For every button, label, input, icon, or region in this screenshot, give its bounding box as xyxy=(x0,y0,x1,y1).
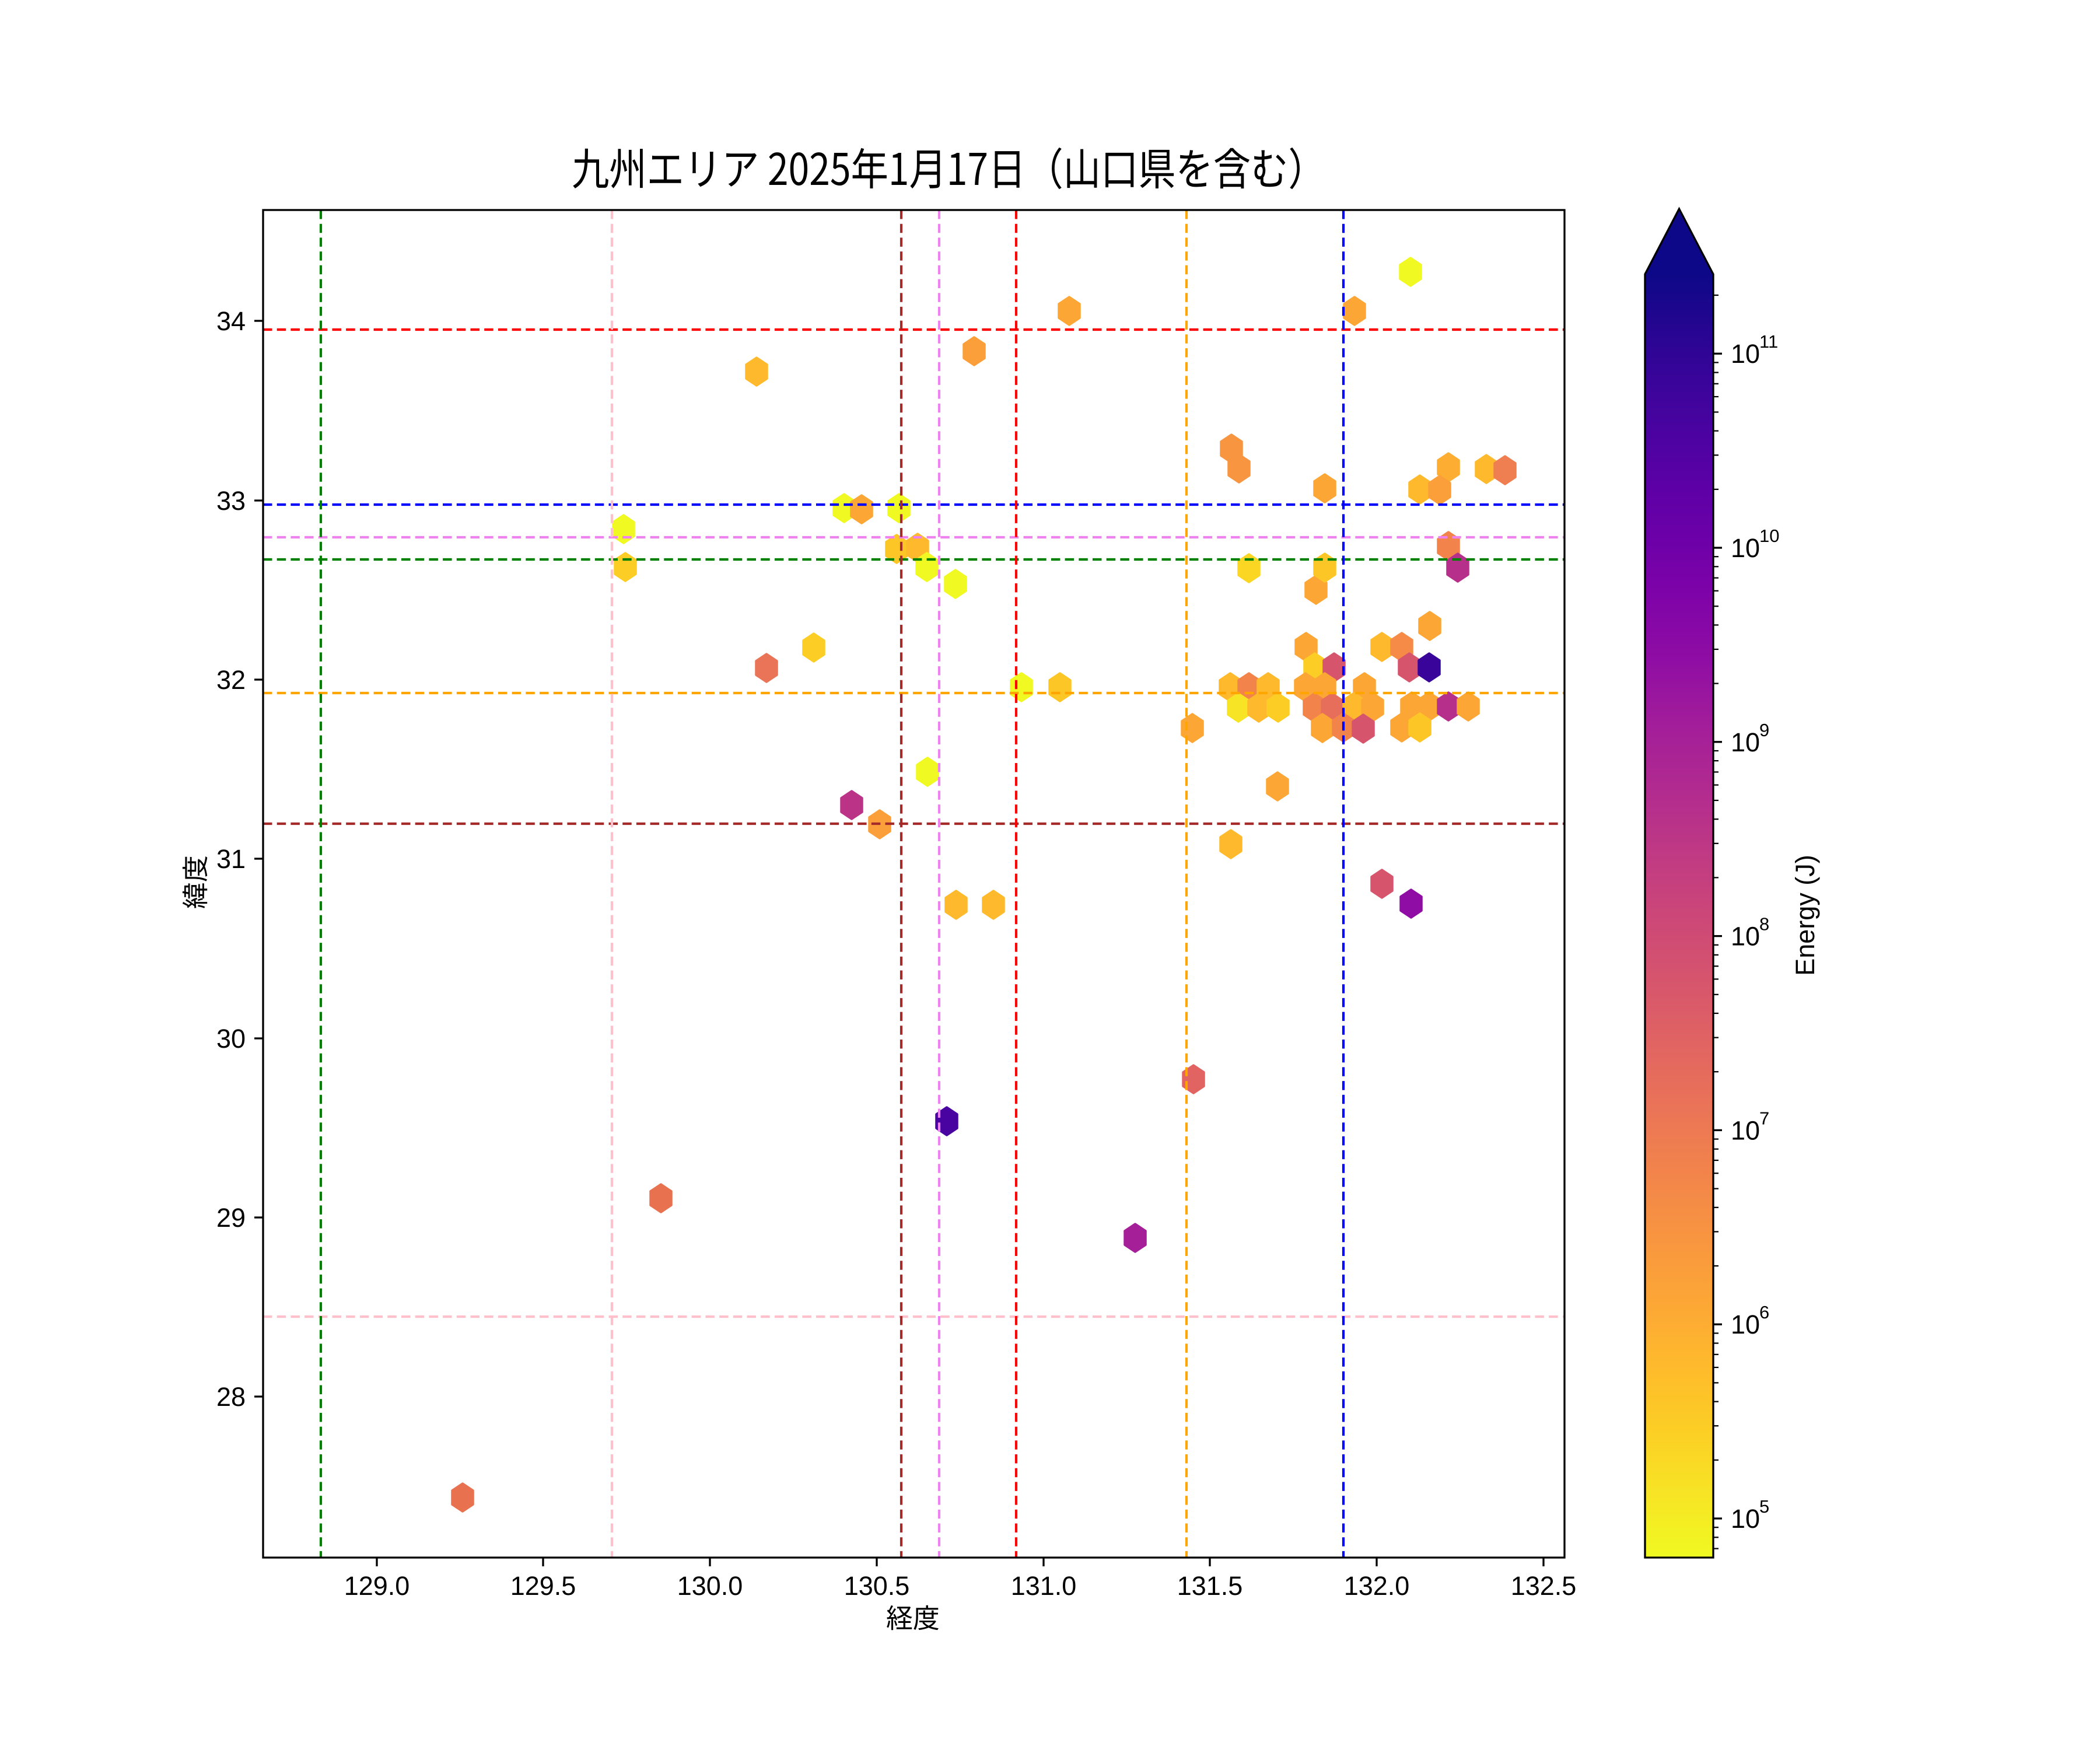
svg-text:34: 34 xyxy=(216,306,246,336)
svg-text:29: 29 xyxy=(216,1203,246,1233)
svg-text:Energy (J): Energy (J) xyxy=(1790,855,1820,976)
svg-text:9: 9 xyxy=(1759,720,1769,740)
svg-text:132.0: 132.0 xyxy=(1344,1571,1410,1601)
svg-text:10: 10 xyxy=(1731,1115,1760,1145)
svg-text:32: 32 xyxy=(216,665,246,695)
svg-text:33: 33 xyxy=(216,486,246,516)
svg-text:10: 10 xyxy=(1731,922,1760,951)
svg-text:7: 7 xyxy=(1759,1108,1769,1128)
svg-text:8: 8 xyxy=(1759,914,1769,935)
svg-text:130.0: 130.0 xyxy=(677,1571,743,1601)
svg-text:10: 10 xyxy=(1759,526,1779,546)
svg-text:131.5: 131.5 xyxy=(1177,1571,1243,1601)
svg-text:31: 31 xyxy=(216,844,246,874)
svg-text:129.5: 129.5 xyxy=(510,1571,576,1601)
svg-text:132.5: 132.5 xyxy=(1511,1571,1577,1601)
svg-text:10: 10 xyxy=(1731,533,1760,563)
svg-text:28: 28 xyxy=(216,1382,246,1412)
svg-text:6: 6 xyxy=(1759,1302,1769,1322)
svg-text:30: 30 xyxy=(216,1024,246,1054)
svg-text:5: 5 xyxy=(1759,1496,1769,1517)
svg-text:129.0: 129.0 xyxy=(344,1571,410,1601)
svg-text:10: 10 xyxy=(1731,1504,1760,1534)
svg-text:11: 11 xyxy=(1759,331,1778,352)
svg-text:10: 10 xyxy=(1731,727,1760,757)
svg-text:131.0: 131.0 xyxy=(1011,1571,1077,1601)
svg-text:10: 10 xyxy=(1731,339,1760,369)
svg-text:10: 10 xyxy=(1731,1310,1760,1339)
svg-text:130.5: 130.5 xyxy=(844,1571,910,1601)
